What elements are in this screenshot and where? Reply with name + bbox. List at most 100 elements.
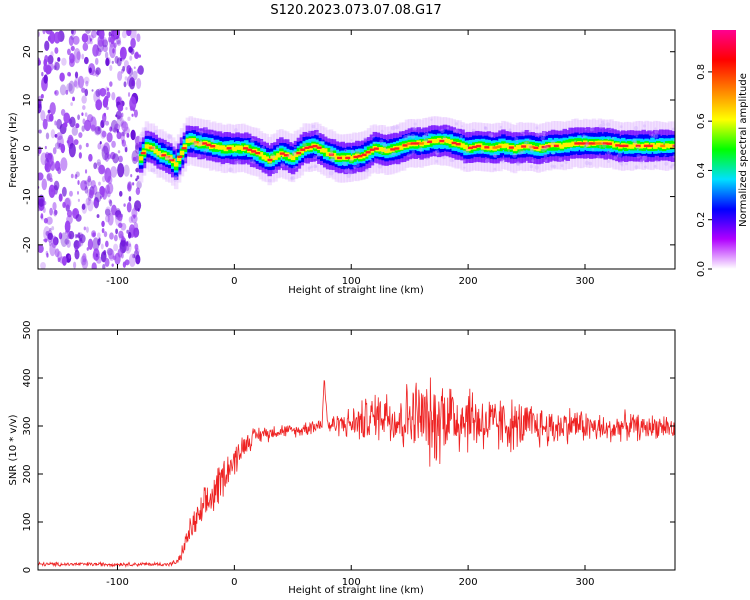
noise-speckle	[84, 119, 92, 132]
spectral-ridge-cell	[144, 144, 150, 149]
halo-speckle	[550, 164, 554, 168]
snr-line	[38, 377, 675, 569]
noise-speckle	[120, 47, 124, 56]
noise-speckle	[85, 197, 91, 206]
noise-speckle	[113, 36, 116, 41]
noise-speckle	[91, 230, 97, 238]
noise-speckle	[53, 209, 58, 217]
noise-speckle	[124, 76, 128, 81]
noise-speckle	[72, 96, 75, 102]
halo-speckle	[620, 163, 624, 167]
halo-speckle	[601, 141, 604, 144]
halo-speckle	[529, 164, 533, 169]
noise-speckle	[123, 81, 127, 88]
noise-speckle	[92, 184, 98, 195]
spectral-ridge-cell	[422, 140, 427, 146]
halo-speckle	[484, 158, 490, 164]
noise-speckle	[52, 202, 57, 211]
halo-speckle	[142, 135, 145, 138]
noise-speckle	[130, 132, 134, 137]
noise-speckle	[97, 126, 101, 132]
halo-speckle	[418, 146, 423, 152]
halo-speckle	[228, 162, 231, 166]
spectral-peak	[553, 144, 559, 148]
noise-speckle	[130, 174, 133, 178]
spectral-ridge-cell	[384, 148, 389, 154]
noise-speckle	[71, 126, 79, 136]
noise-speckle	[72, 35, 80, 45]
spectral-ridge-cell	[381, 147, 386, 152]
noise-speckle	[102, 263, 106, 269]
spectral-peak	[316, 146, 322, 149]
noise-speckle	[107, 248, 115, 260]
halo-speckle	[313, 155, 317, 159]
noise-speckle	[68, 254, 71, 259]
noise-speckle	[124, 259, 130, 266]
noise-speckle	[95, 253, 98, 258]
spectral-ridge-cell	[489, 145, 494, 151]
noise-speckle	[85, 142, 89, 148]
halo-speckle	[403, 134, 408, 140]
noise-speckle	[126, 229, 129, 234]
noise-speckle	[131, 113, 134, 117]
halo-speckle	[596, 155, 600, 159]
noise-speckle	[45, 30, 53, 35]
spectral-ridge-cell	[387, 148, 392, 153]
halo-speckle	[330, 155, 336, 161]
spectral-peak	[242, 147, 248, 150]
noise-speckle	[105, 240, 109, 248]
noise-speckle	[101, 145, 109, 161]
halo-speckle	[598, 123, 604, 129]
halo-speckle	[293, 146, 297, 149]
spectral-ridge-cell	[235, 145, 240, 150]
spectral-peak	[279, 152, 285, 155]
noise-speckle	[41, 71, 44, 77]
noise-speckle	[135, 167, 140, 173]
halo-speckle	[602, 123, 606, 127]
halo-speckle	[543, 153, 548, 158]
spectral-peak	[541, 145, 547, 149]
halo-speckle	[669, 165, 673, 169]
spectral-ridge-cell	[232, 146, 237, 152]
halo-speckle	[493, 167, 497, 171]
spectral-peak	[308, 145, 314, 149]
noise-speckle	[134, 52, 139, 59]
colorbar-label: Normalized spectral amplitude	[738, 73, 749, 227]
noise-speckle	[122, 65, 126, 72]
noise-speckle	[98, 181, 101, 186]
spectral-ridge-cell	[182, 144, 188, 149]
halo-speckle	[364, 168, 370, 173]
halo-speckle	[464, 148, 470, 154]
spectral-peak	[578, 142, 584, 145]
noise-speckle	[99, 141, 102, 145]
noise-speckle	[40, 215, 44, 219]
halo-speckle	[342, 161, 347, 167]
noise-speckle	[119, 58, 123, 62]
halo-speckle	[650, 133, 655, 138]
noise-speckle	[58, 193, 63, 202]
halo-speckle	[153, 129, 158, 134]
noise-speckle	[49, 207, 53, 216]
halo-speckle	[382, 142, 388, 148]
halo-speckle	[203, 149, 207, 154]
spectral-peak	[590, 142, 596, 145]
noise-speckle	[73, 80, 78, 88]
snr-xtick-label: 300	[575, 577, 594, 588]
noise-speckle	[110, 30, 117, 36]
noise-speckle	[53, 31, 61, 44]
spectral-peak	[255, 151, 261, 155]
halo-speckle	[558, 157, 563, 161]
halo-speckle	[423, 133, 428, 137]
noise-speckle	[100, 251, 107, 263]
noise-speckle	[70, 45, 75, 52]
spectral-ridge-cell	[480, 145, 486, 150]
spectral-ridge-cell	[518, 144, 524, 150]
halo-speckle	[188, 137, 192, 142]
halo-speckle	[541, 147, 546, 153]
noise-speckle	[132, 227, 139, 238]
noise-speckle	[106, 247, 113, 256]
spectral-ridge-cell	[656, 142, 661, 148]
noise-speckle	[110, 119, 118, 133]
noise-speckle	[126, 30, 132, 37]
spectral-ridge-cell	[436, 137, 442, 143]
